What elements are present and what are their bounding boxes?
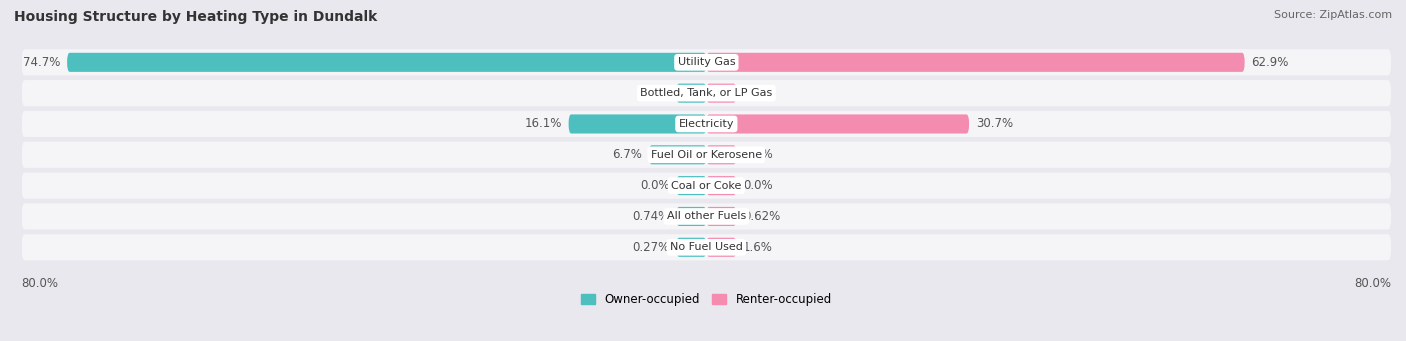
- FancyBboxPatch shape: [706, 176, 737, 195]
- FancyBboxPatch shape: [706, 84, 737, 103]
- Text: 30.7%: 30.7%: [976, 117, 1014, 131]
- Text: 2.5%: 2.5%: [744, 148, 773, 161]
- Text: Housing Structure by Heating Type in Dundalk: Housing Structure by Heating Type in Dun…: [14, 10, 377, 24]
- FancyBboxPatch shape: [650, 145, 706, 164]
- Legend: Owner-occupied, Renter-occupied: Owner-occupied, Renter-occupied: [576, 288, 837, 311]
- Text: 0.0%: 0.0%: [640, 179, 669, 192]
- FancyBboxPatch shape: [676, 207, 706, 226]
- Text: Source: ZipAtlas.com: Source: ZipAtlas.com: [1274, 10, 1392, 20]
- FancyBboxPatch shape: [21, 203, 1391, 229]
- FancyBboxPatch shape: [676, 176, 706, 195]
- Text: No Fuel Used: No Fuel Used: [669, 242, 742, 252]
- Text: 1.6%: 1.6%: [744, 241, 773, 254]
- FancyBboxPatch shape: [568, 115, 706, 134]
- Text: Electricity: Electricity: [679, 119, 734, 129]
- Text: 6.7%: 6.7%: [612, 148, 643, 161]
- Text: 80.0%: 80.0%: [1354, 277, 1391, 290]
- Text: 80.0%: 80.0%: [21, 277, 59, 290]
- FancyBboxPatch shape: [706, 115, 969, 134]
- Text: All other Fuels: All other Fuels: [666, 211, 747, 221]
- FancyBboxPatch shape: [21, 234, 1391, 261]
- FancyBboxPatch shape: [676, 238, 706, 257]
- Text: Coal or Coke: Coal or Coke: [671, 181, 741, 191]
- FancyBboxPatch shape: [21, 142, 1391, 168]
- FancyBboxPatch shape: [21, 49, 1391, 75]
- FancyBboxPatch shape: [21, 80, 1391, 106]
- Text: 74.7%: 74.7%: [22, 56, 60, 69]
- Text: 1.5%: 1.5%: [640, 87, 669, 100]
- FancyBboxPatch shape: [706, 145, 737, 164]
- Text: Utility Gas: Utility Gas: [678, 57, 735, 67]
- Text: Bottled, Tank, or LP Gas: Bottled, Tank, or LP Gas: [640, 88, 772, 98]
- FancyBboxPatch shape: [21, 173, 1391, 199]
- Text: 62.9%: 62.9%: [1251, 56, 1289, 69]
- Text: 0.27%: 0.27%: [633, 241, 669, 254]
- Text: 0.62%: 0.62%: [744, 210, 780, 223]
- Text: 16.1%: 16.1%: [524, 117, 562, 131]
- FancyBboxPatch shape: [21, 111, 1391, 137]
- FancyBboxPatch shape: [67, 53, 706, 72]
- Text: Fuel Oil or Kerosene: Fuel Oil or Kerosene: [651, 150, 762, 160]
- FancyBboxPatch shape: [706, 53, 1244, 72]
- FancyBboxPatch shape: [676, 84, 706, 103]
- Text: 1.7%: 1.7%: [744, 87, 773, 100]
- FancyBboxPatch shape: [706, 207, 737, 226]
- Text: 0.74%: 0.74%: [633, 210, 669, 223]
- FancyBboxPatch shape: [706, 238, 737, 257]
- Text: 0.0%: 0.0%: [744, 179, 773, 192]
